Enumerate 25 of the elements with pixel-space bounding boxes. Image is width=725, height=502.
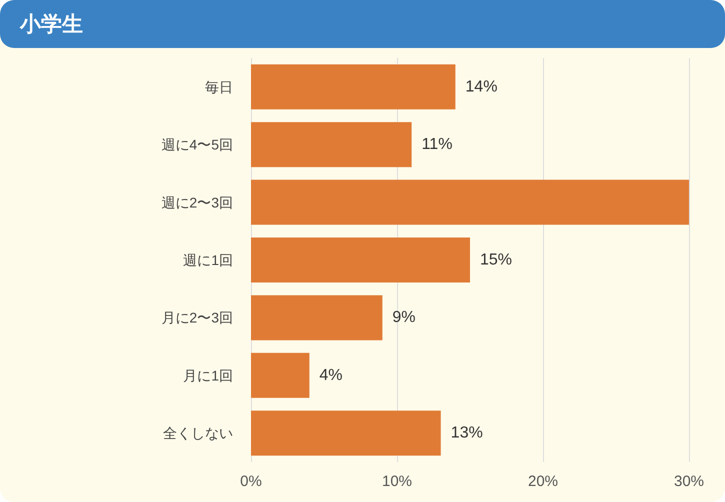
y-tick-label: 全くしない <box>163 425 233 442</box>
y-tick-label: 週に2〜3回 <box>161 194 233 210</box>
bar <box>251 237 470 283</box>
y-tick-label: 週に1回 <box>183 252 233 268</box>
y-tick-label: 月に1回 <box>183 367 233 384</box>
data-label: 4% <box>319 366 343 384</box>
text: 小学生 <box>0 0 725 48</box>
bar <box>251 180 689 225</box>
y-tick-label: 毎日 <box>205 78 233 95</box>
data-label: 15% <box>480 252 512 268</box>
data-label: 14% <box>465 78 498 96</box>
x-tick-label: 10% <box>382 473 412 490</box>
bar <box>251 410 441 456</box>
x-tick-label: 0% <box>240 473 262 490</box>
bar <box>251 122 412 168</box>
y-tick-label: 月に2〜3回 <box>161 310 233 326</box>
y-tick-label: 週に4〜5回 <box>161 136 233 153</box>
data-label: 13% <box>450 424 483 442</box>
x-tick-label: 20% <box>528 473 558 490</box>
bar <box>251 64 456 110</box>
data-label: 9% <box>392 309 416 326</box>
bar <box>251 295 382 340</box>
data-label: 11% <box>422 136 452 154</box>
x-tick-label: 30% <box>674 473 704 490</box>
bar <box>251 352 310 398</box>
